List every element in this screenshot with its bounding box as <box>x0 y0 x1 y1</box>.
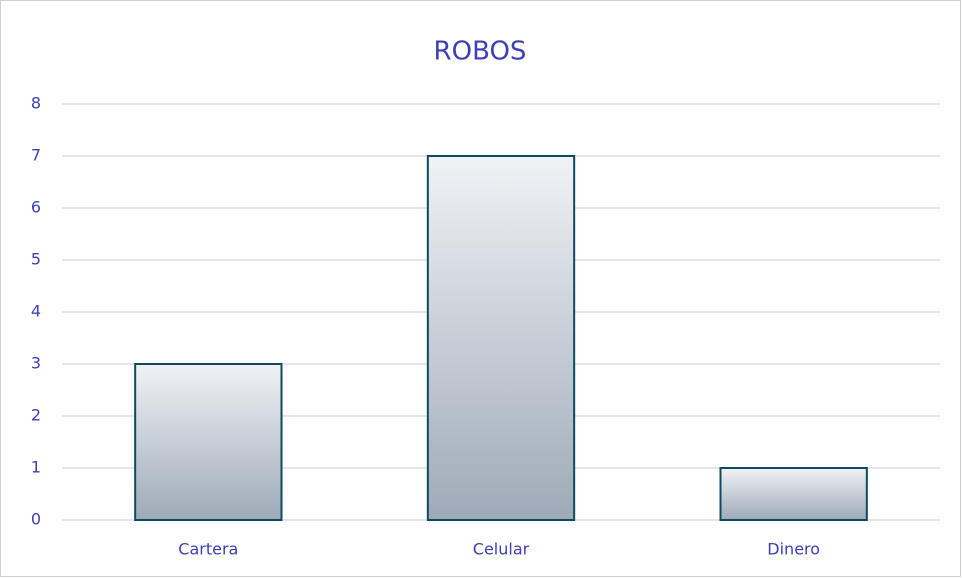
y-tick-label: 1 <box>31 458 41 477</box>
bar <box>719 467 868 521</box>
chart-title: ROBOS <box>434 37 527 67</box>
y-tick-label: 8 <box>31 94 41 113</box>
y-tick-label: 5 <box>31 250 41 269</box>
x-tick-label: Celular <box>473 540 530 559</box>
bar <box>426 155 576 521</box>
y-tick-label: 0 <box>31 510 41 529</box>
y-tick-label: 3 <box>31 354 41 373</box>
bar <box>134 363 283 521</box>
x-tick-label: Cartera <box>178 540 238 559</box>
y-tick-label: 2 <box>31 406 41 425</box>
y-tick-label: 4 <box>31 302 41 321</box>
y-tick-label: 6 <box>31 198 41 217</box>
y-tick-label: 7 <box>31 146 41 165</box>
x-tick-label: Dinero <box>767 540 820 559</box>
